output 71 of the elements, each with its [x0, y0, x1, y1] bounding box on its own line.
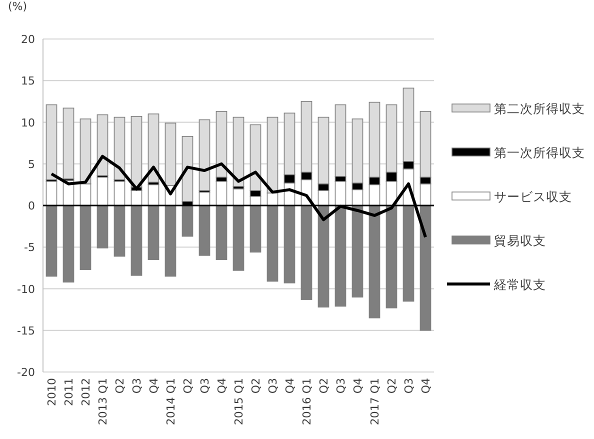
y-tick-label: 20 — [21, 33, 35, 46]
bar — [420, 205, 432, 331]
bar — [250, 205, 262, 253]
x-tick-label: 2013 Q1 — [96, 378, 110, 426]
bar — [266, 205, 278, 282]
bar — [420, 176, 432, 184]
x-tick-label: 2014 Q1 — [164, 378, 178, 426]
x-tick-label: Q2 — [250, 378, 262, 394]
legend-label: 第一次所得収支 — [494, 145, 585, 160]
bar — [148, 205, 160, 260]
bar — [148, 184, 160, 206]
x-tick-label: Q3 — [198, 378, 212, 394]
y-tick-label: 0 — [28, 200, 35, 212]
bar — [46, 180, 58, 206]
bar — [334, 205, 346, 307]
bar — [62, 205, 74, 282]
x-tick-label: Q3 — [334, 378, 348, 394]
x-tick-label: Q2 — [386, 378, 398, 394]
legend-label: 経常収支 — [493, 277, 546, 292]
bar — [46, 205, 58, 277]
legend-label: サービス収支 — [494, 189, 572, 204]
x-tick-label: 2011 — [62, 378, 76, 406]
y-tick-label: -20 — [17, 366, 35, 379]
y-tick-label: -10 — [17, 282, 35, 296]
x-tick-label: 2015 Q1 — [232, 378, 246, 426]
bar — [114, 205, 126, 257]
bar — [164, 205, 176, 277]
x-tick-label: Q2 — [318, 378, 330, 394]
legend-label: 第二次所得収支 — [494, 101, 585, 116]
bar — [216, 180, 228, 206]
bar — [402, 205, 414, 302]
x-tick-label: 2010 — [46, 378, 58, 406]
bar — [232, 205, 244, 271]
y-axis-title: (%) — [8, 0, 28, 13]
bar — [352, 205, 364, 298]
x-tick-label: Q2 — [114, 378, 126, 394]
x-tick-label: 2017 Q1 — [368, 378, 382, 426]
bar — [386, 172, 398, 182]
bar — [284, 174, 296, 184]
bar — [182, 205, 194, 237]
bar — [300, 205, 312, 300]
bar — [368, 205, 380, 318]
x-tick-label: 2016 Q1 — [300, 378, 314, 426]
y-tick-label: -15 — [17, 324, 35, 338]
bar — [284, 205, 296, 284]
bar — [114, 180, 126, 206]
bar — [334, 180, 346, 206]
y-tick-label: 5 — [28, 158, 35, 171]
x-tick-label: Q4 — [148, 378, 160, 394]
y-tick-label: 15 — [21, 74, 35, 88]
bar — [386, 205, 398, 308]
legend-label: 貿易収支 — [494, 233, 546, 248]
bar — [96, 176, 108, 206]
y-tick-label: -5 — [24, 241, 35, 254]
bar — [96, 205, 108, 248]
x-tick-label: Q4 — [284, 378, 296, 394]
bar — [198, 205, 210, 256]
x-tick-label: Q3 — [402, 378, 416, 394]
x-tick-label: Q4 — [352, 378, 364, 394]
bar — [368, 184, 380, 206]
x-tick-label: 2012 — [80, 378, 92, 406]
bar — [216, 205, 228, 260]
x-tick-label: Q3 — [266, 378, 280, 394]
x-tick-label: Q3 — [130, 378, 144, 394]
bar — [130, 205, 142, 276]
bar — [318, 205, 330, 308]
x-tick-label: Q4 — [216, 378, 228, 394]
bar — [80, 205, 92, 270]
x-tick-label: Q4 — [420, 378, 432, 394]
y-tick-label: 10 — [21, 116, 35, 130]
x-tick-label: Q2 — [182, 378, 194, 394]
